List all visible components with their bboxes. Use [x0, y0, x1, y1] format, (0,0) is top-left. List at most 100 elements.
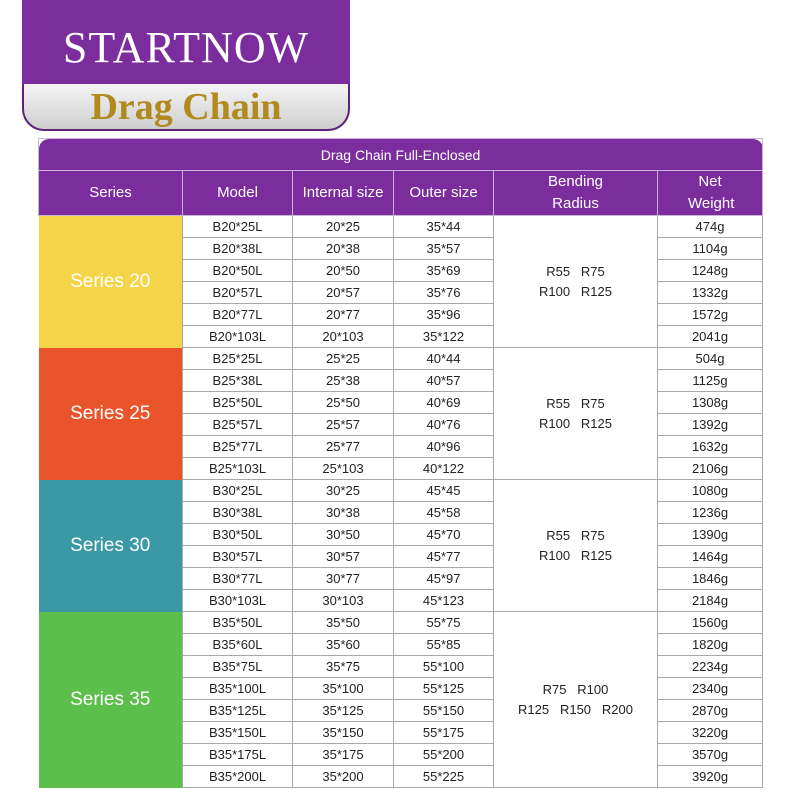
outer-size: 35*44 — [393, 215, 494, 238]
bending-radius: R55 R75 R100 R125 — [493, 479, 658, 612]
outer-size: 35*69 — [393, 259, 494, 282]
net-weight: 2340g — [656, 677, 764, 700]
model: B30*25L — [182, 479, 293, 502]
brand-banner: STARTNOW — [22, 0, 350, 100]
column-header: Net Weight — [656, 170, 764, 216]
internal-size: 35*75 — [292, 655, 394, 678]
outer-size: 40*76 — [393, 413, 494, 436]
outer-size: 35*76 — [393, 281, 494, 304]
net-weight: 1632g — [656, 435, 764, 458]
model: B35*100L — [182, 677, 293, 700]
data-row: B35*75L 35*75 55*100 2234g — [39, 655, 764, 678]
internal-size: 20*38 — [292, 237, 394, 260]
column-header: Outer size — [393, 170, 494, 216]
model: B25*25L — [182, 347, 293, 370]
internal-size: 25*77 — [292, 435, 394, 458]
outer-size: 55*200 — [393, 743, 494, 766]
data-row: B20*57L 20*57 35*76 1332g — [39, 281, 764, 304]
net-weight: 1248g — [656, 259, 764, 282]
model: B25*103L — [182, 457, 293, 480]
net-weight: 1125g — [656, 369, 764, 392]
internal-size: 35*175 — [292, 743, 394, 766]
outer-size: 45*58 — [393, 501, 494, 524]
outer-size: 45*70 — [393, 523, 494, 546]
internal-size: 25*50 — [292, 391, 394, 414]
internal-size: 20*57 — [292, 281, 394, 304]
net-weight: 1846g — [656, 567, 764, 590]
net-weight: 1236g — [656, 501, 764, 524]
outer-size: 55*85 — [393, 633, 494, 656]
data-row: Series 35 B35*50L 35*50 55*75 R75 R100 R125 R… — [38, 611, 764, 788]
data-row: B20*103L 20*103 35*122 2041g — [39, 325, 764, 348]
outer-size: 55*125 — [393, 677, 494, 700]
data-row: B35*100L 35*100 55*125 2340g — [39, 677, 764, 700]
data-row: Series 25 B25*25L 25*25 40*44 R55 R75 R100 R1… — [38, 347, 764, 480]
outer-size: 40*44 — [393, 347, 494, 370]
outer-size: 55*150 — [393, 699, 494, 722]
data-row: B35*200L 35*200 55*225 3920g — [39, 765, 764, 788]
brand-logo: STARTNOW — [62, 23, 310, 72]
internal-size: 30*38 — [292, 501, 394, 524]
net-weight: 2184g — [656, 589, 764, 612]
data-row: B35*150L 35*150 55*175 3220g — [39, 721, 764, 744]
model: B30*57L — [182, 545, 293, 568]
net-weight: 3570g — [656, 743, 764, 766]
net-weight: 1820g — [656, 633, 764, 656]
radius-line: R125 R150 R200 — [518, 701, 633, 717]
outer-size: 55*225 — [393, 765, 494, 788]
net-weight: 2870g — [656, 699, 764, 722]
radius-line: R55 R75 — [546, 395, 605, 411]
outer-size: 35*96 — [393, 303, 494, 326]
model: B30*50L — [182, 523, 293, 546]
net-weight: 2106g — [656, 457, 764, 480]
outer-size: 35*122 — [393, 325, 494, 348]
net-weight: 1390g — [656, 523, 764, 546]
model: B20*57L — [182, 281, 293, 304]
outer-size: 45*45 — [393, 479, 494, 502]
data-row: B20*50L 20*50 35*69 1248g — [39, 259, 764, 282]
model: B35*60L — [182, 633, 293, 656]
internal-size: 35*150 — [292, 721, 394, 744]
net-weight: 1572g — [656, 303, 764, 326]
internal-size: 30*57 — [292, 545, 394, 568]
model: B35*200L — [182, 765, 293, 788]
series-cell: Series 25 — [38, 347, 183, 480]
internal-size: 20*25 — [292, 215, 394, 238]
radius-line: R100 R125 — [539, 547, 612, 563]
net-weight: 1464g — [656, 545, 764, 568]
data-row: B25*77L 25*77 40*96 1632g — [39, 435, 764, 458]
internal-size: 25*38 — [292, 369, 394, 392]
model: B35*175L — [182, 743, 293, 766]
model: B20*50L — [182, 259, 293, 282]
outer-size: 45*97 — [393, 567, 494, 590]
title-row: Drag Chain Full-Enclosed — [37, 138, 764, 171]
spec-table-wrap: Drag Chain Full-Enclosed Series Model Inter… — [37, 138, 764, 788]
outer-size: 40*69 — [393, 391, 494, 414]
internal-size: 35*60 — [292, 633, 394, 656]
model: B30*38L — [182, 501, 293, 524]
model: B35*75L — [182, 655, 293, 678]
outer-size: 35*57 — [393, 237, 494, 260]
model: B25*77L — [182, 435, 293, 458]
internal-size: 35*200 — [292, 765, 394, 788]
series-cell: Series 20 — [38, 215, 183, 348]
model: B25*57L — [182, 413, 293, 436]
radius-line: R55 R75 — [546, 263, 605, 279]
data-row: Series 20 B20*25L 20*25 35*44 R55 R75 R100 R1… — [38, 215, 764, 348]
bending-radius: R55 R75 R100 R125 — [493, 347, 658, 480]
model: B35*150L — [182, 721, 293, 744]
internal-size: 35*50 — [292, 611, 394, 634]
data-row: B30*57L 30*57 45*77 1464g — [39, 545, 764, 568]
internal-size: 20*50 — [292, 259, 394, 282]
radius-line: R100 R125 — [539, 415, 612, 431]
model: B35*125L — [182, 699, 293, 722]
outer-size: 40*96 — [393, 435, 494, 458]
series-cell: Series 30 — [38, 479, 183, 612]
data-row: B30*38L 30*38 45*58 1236g — [39, 501, 764, 524]
model: B20*77L — [182, 303, 293, 326]
radius-line: R55 R75 — [546, 527, 605, 543]
net-weight: 1560g — [656, 611, 764, 634]
bending-radius: R75 R100 R125 R150 R200 — [493, 611, 658, 788]
net-weight: 2234g — [656, 655, 764, 678]
net-weight: 1332g — [656, 281, 764, 304]
